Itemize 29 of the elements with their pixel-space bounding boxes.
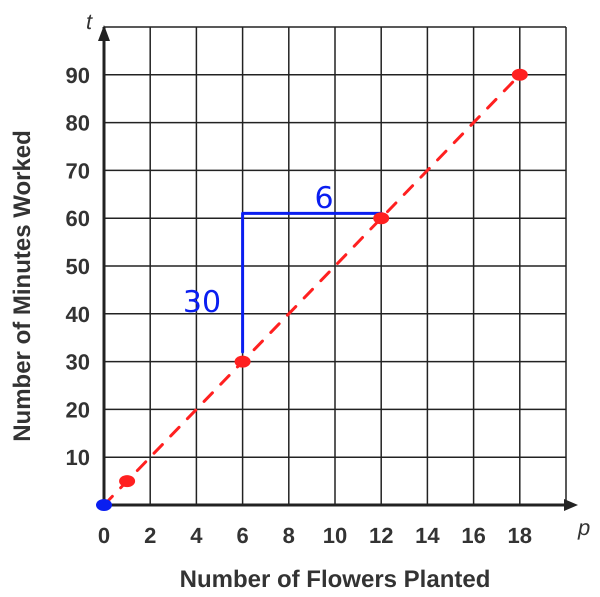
y-tick-label: 50 — [66, 254, 90, 279]
x-tick-label: 2 — [144, 523, 156, 548]
text: t — [86, 9, 93, 34]
x-tick-label: 14 — [415, 523, 440, 548]
x-tick-label: 16 — [461, 523, 486, 548]
y-axis-title: Number of Minutes Worked — [9, 130, 36, 442]
point — [96, 499, 112, 511]
x-axis-title: Number of Flowers Planted — [180, 566, 490, 593]
point — [512, 68, 528, 81]
point — [234, 356, 251, 368]
point — [373, 212, 390, 224]
x-tick-label: 0 — [98, 523, 110, 548]
x-tick-label: 10 — [322, 523, 348, 548]
x-tick-label: 18 — [508, 523, 532, 548]
y-tick-label: 20 — [66, 397, 90, 422]
y-tick-label: 40 — [66, 302, 90, 327]
y-tick-label: 60 — [66, 206, 90, 232]
point — [119, 475, 136, 488]
y-tick-label: 80 — [66, 110, 90, 136]
x-tick-label: 8 — [282, 523, 295, 548]
x-tick-label: 4 — [190, 523, 204, 548]
annotation: 6 — [314, 181, 334, 216]
y-tick-label: 90 — [66, 62, 90, 88]
y-tick-label: 30 — [66, 350, 90, 375]
x-tick-label: 6 — [236, 523, 249, 548]
y-tick-label: 10 — [66, 445, 90, 470]
x-tick-label: 12 — [368, 523, 394, 548]
y-tick-label: 70 — [66, 158, 90, 184]
text: p — [577, 515, 590, 540]
